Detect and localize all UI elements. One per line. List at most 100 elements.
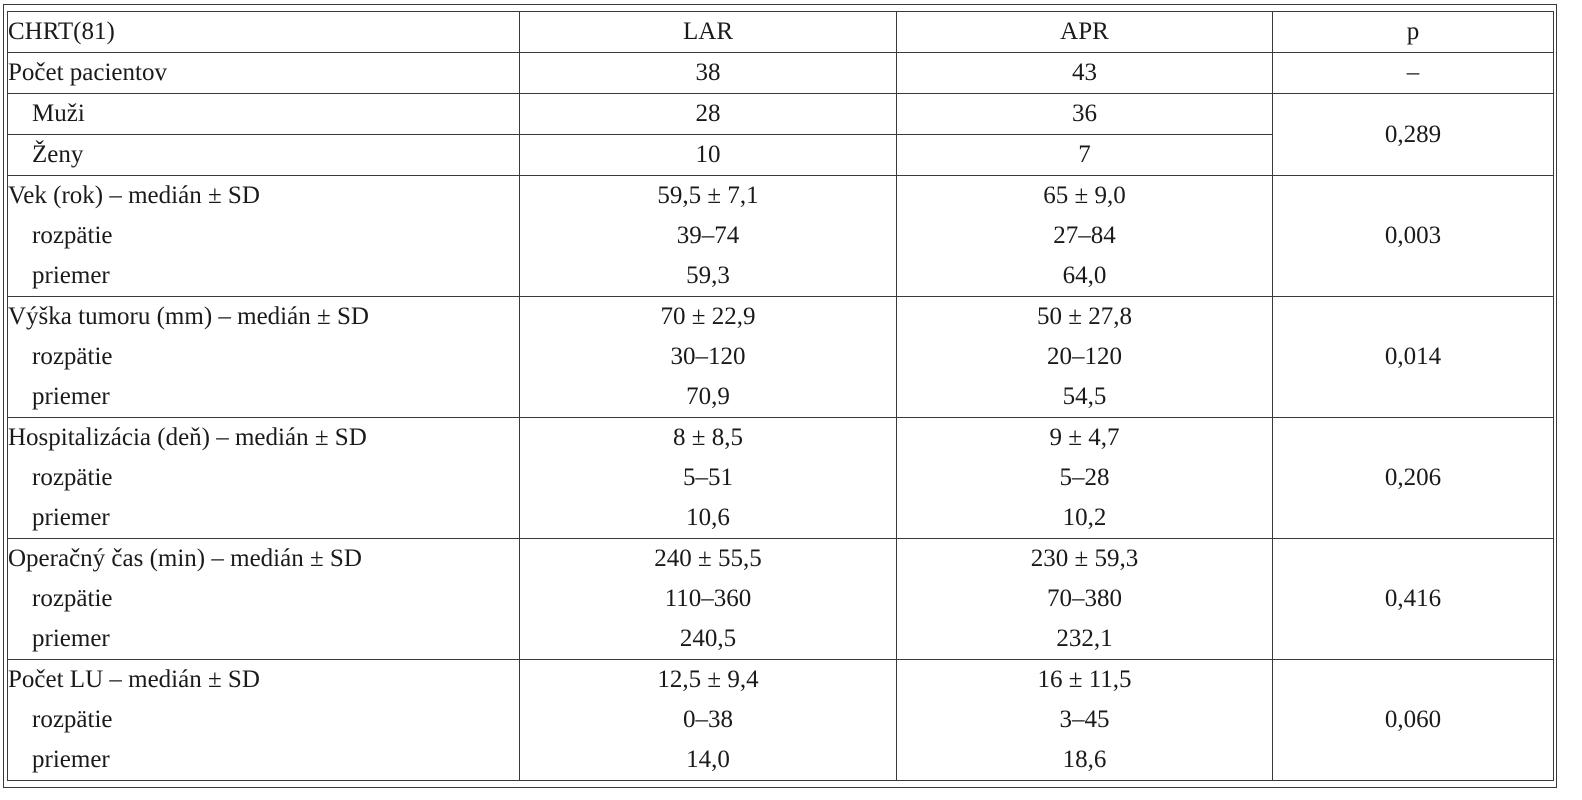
p-value: 0,003: [1384, 222, 1442, 249]
apr-range: 27–84: [1053, 222, 1116, 249]
row-label: Hospitalizácia (deň) – medián ± SD: [8, 424, 367, 451]
row-label-cell: Počet LU – medián ± SD rozpätie priemer: [7, 659, 520, 781]
apr-cell: 9 ± 4,7 5–28 10,2: [896, 417, 1273, 539]
range-label: rozpätie: [32, 343, 113, 370]
lar-cell: 38: [519, 52, 897, 94]
mean-label: priemer: [32, 625, 110, 652]
p-cell: 0,014: [1272, 296, 1554, 418]
lar-value: 12,5 ± 9,4: [657, 666, 759, 693]
row-label: Vek (rok) – medián ± SD: [8, 182, 260, 209]
p-value: 0,060: [1384, 706, 1442, 733]
apr-value: 9 ± 4,7: [1049, 424, 1120, 451]
lar-range: 0–38: [683, 706, 733, 733]
apr-mean: 64,0: [1062, 262, 1107, 289]
apr-cell: 50 ± 27,8 20–120 54,5: [896, 296, 1273, 418]
p-value: 0,416: [1384, 585, 1442, 612]
p-cell: 0,416: [1272, 538, 1554, 660]
p-cell: –: [1272, 52, 1554, 94]
header-label-lar: LAR: [683, 18, 733, 45]
table-row-group: Počet LU – medián ± SD rozpätie priemer …: [7, 659, 1554, 781]
p-cell: 0,003: [1272, 175, 1554, 297]
range-label: rozpätie: [32, 222, 113, 249]
p-cell: 0,206: [1272, 417, 1554, 539]
mean-label: priemer: [32, 746, 110, 773]
lar-range: 39–74: [676, 222, 740, 249]
header-label-p: p: [1406, 18, 1420, 45]
apr-mean: 54,5: [1062, 383, 1107, 410]
lar-value: 240 ± 55,5: [654, 545, 762, 572]
lar-mean: 70,9: [686, 383, 730, 410]
apr-value: 65 ± 9,0: [1043, 182, 1126, 209]
table-row-group: Operačný čas (min) – medián ± SD rozpäti…: [7, 538, 1554, 660]
header-label-apr: APR: [1060, 18, 1109, 45]
header-cell-lar: LAR: [519, 11, 897, 53]
apr-cell: 65 ± 9,0 27–84 64,0: [896, 175, 1273, 297]
lar-range: 110–360: [664, 585, 752, 612]
apr-cell: 7: [896, 134, 1273, 176]
apr-value: 36: [1072, 100, 1097, 127]
mean-label: priemer: [32, 262, 110, 289]
apr-mean: 10,2: [1062, 504, 1107, 531]
apr-mean: 18,6: [1062, 746, 1107, 773]
apr-value: 7: [1078, 141, 1091, 168]
table-row: Ženy 10 7: [7, 134, 1554, 176]
table-frame: [3, 4, 1557, 788]
apr-value: 43: [1072, 59, 1097, 86]
range-label: rozpätie: [32, 706, 113, 733]
table-row: Muži 28 36 0,289: [7, 93, 1554, 176]
mean-label: priemer: [32, 504, 110, 531]
header-cell-p: p: [1272, 11, 1554, 53]
table-header-row: CHRT(81) LAR APR p: [7, 11, 1554, 53]
lar-value: 8 ± 8,5: [673, 424, 743, 451]
table-row: Počet pacientov 38 43 –: [7, 52, 1554, 94]
row-label-cell: Vek (rok) – medián ± SD rozpätie priemer: [7, 175, 520, 297]
header-label-group: CHRT(81): [8, 18, 115, 45]
table-row-group: Výška tumoru (mm) – medián ± SD rozpätie…: [7, 296, 1554, 418]
mean-label: priemer: [32, 383, 110, 410]
table-row-group: Hospitalizácia (deň) – medián ± SD rozpä…: [7, 417, 1554, 539]
row-label: Počet LU – medián ± SD: [8, 666, 260, 693]
p-value: 0,014: [1384, 343, 1442, 370]
lar-mean: 10,6: [686, 504, 730, 531]
range-label: rozpätie: [32, 464, 113, 491]
p-cell: 0,060: [1272, 659, 1554, 781]
lar-cell: 28: [519, 93, 897, 135]
range-label: rozpätie: [32, 585, 113, 612]
apr-cell: 43: [896, 52, 1273, 94]
header-cell-apr: APR: [896, 11, 1273, 53]
header-cell-group: CHRT(81): [7, 11, 520, 53]
apr-cell: 230 ± 59,3 70–380 232,1: [896, 538, 1273, 660]
lar-cell: 240 ± 55,5 110–360 240,5: [519, 538, 897, 660]
apr-range: 70–380: [1047, 585, 1122, 612]
row-label-cell: Ženy: [7, 134, 520, 176]
apr-range: 3–45: [1059, 706, 1110, 733]
lar-cell: 70 ± 22,9 30–120 70,9: [519, 296, 897, 418]
row-label: Počet pacientov: [8, 59, 167, 86]
apr-cell: 36: [896, 93, 1273, 135]
lar-mean: 240,5: [679, 625, 737, 652]
apr-value: 230 ± 59,3: [1030, 545, 1139, 572]
lar-value: 59,5 ± 7,1: [657, 182, 759, 209]
lar-value: 10: [695, 141, 721, 168]
row-label-cell: Výška tumoru (mm) – medián ± SD rozpätie…: [7, 296, 520, 418]
row-label-cell: Hospitalizácia (deň) – medián ± SD rozpä…: [7, 417, 520, 539]
p-value: 0,206: [1384, 464, 1442, 491]
lar-value: 38: [695, 59, 721, 86]
lar-value: 70 ± 22,9: [660, 303, 756, 330]
comparison-table: CHRT(81) LAR APR p Počet pacientov 38 43…: [7, 11, 1554, 781]
apr-value: 16 ± 11,5: [1037, 666, 1132, 693]
apr-value: 50 ± 27,8: [1037, 303, 1132, 330]
lar-mean: 59,3: [686, 262, 730, 289]
row-label: Ženy: [32, 141, 84, 168]
lar-cell: 12,5 ± 9,4 0–38 14,0: [519, 659, 897, 781]
lar-cell: 10: [519, 134, 897, 176]
lar-range: 5–51: [683, 464, 733, 491]
lar-value: 28: [695, 100, 721, 127]
lar-cell: 8 ± 8,5 5–51 10,6: [519, 417, 897, 539]
row-label-cell: Muži: [7, 93, 520, 135]
lar-cell: 59,5 ± 7,1 39–74 59,3: [519, 175, 897, 297]
p-cell: 0,289: [1272, 93, 1554, 176]
p-value: –: [1406, 59, 1420, 86]
apr-range: 5–28: [1059, 464, 1110, 491]
table-row-group: Vek (rok) – medián ± SD rozpätie priemer…: [7, 175, 1554, 297]
